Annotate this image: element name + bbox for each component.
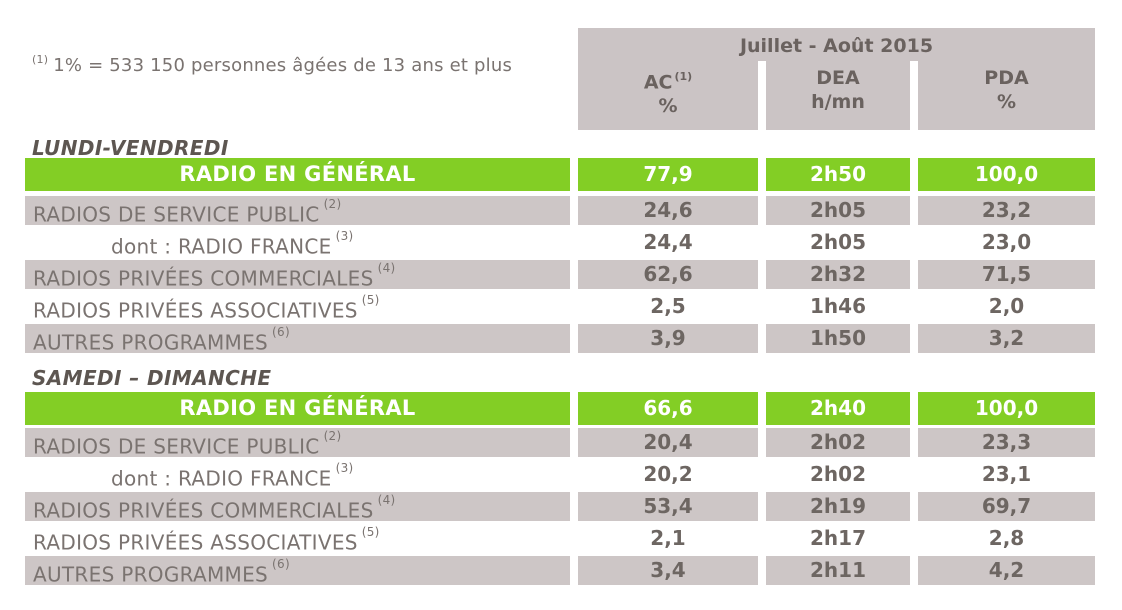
value-ac: 24,4	[643, 230, 693, 254]
row-label: RADIOS PRIVÉES ASSOCIATIVES (5)	[33, 525, 380, 555]
value-ac: 77,9	[578, 158, 758, 191]
row-footnote-marker: (6)	[272, 557, 290, 571]
value-pda: 23,2	[918, 196, 1095, 225]
value-dea: 2h19	[766, 492, 910, 521]
row-footnote-marker: (4)	[377, 261, 396, 275]
value-dea: 2h17	[810, 526, 866, 550]
value-ac: 53,4	[578, 492, 758, 521]
row-label: RADIOS PRIVÉES COMMERCIALES (4)	[25, 492, 570, 523]
table-row-total: RADIO EN GÉNÉRAL 66,6 2h40 100,0	[25, 392, 1095, 425]
value-dea: 1h50	[766, 324, 910, 353]
row-label: AUTRES PROGRAMMES (6)	[25, 556, 570, 587]
value-pda: 23,1	[981, 462, 1032, 486]
column-header-dea: DEA h/mn	[766, 61, 910, 130]
value-pda: 3,2	[918, 324, 1095, 353]
table-row: dont : RADIO FRANCE (3) 20,2 2h02 23,1	[25, 460, 1095, 491]
pda-unit: %	[996, 91, 1017, 113]
row-label: RADIO EN GÉNÉRAL	[25, 158, 570, 191]
row-label: RADIOS DE SERVICE PUBLIC (2)	[25, 428, 570, 459]
table-header: Juillet - Août 2015 AC (1) % DEA h/mn PDA…	[578, 28, 1095, 130]
value-dea: 2h02	[810, 462, 866, 486]
dea-unit: h/mn	[811, 91, 865, 113]
table-row: AUTRES PROGRAMMES (6) 3,9 1h50 3,2	[25, 324, 1095, 355]
footnote-text: 1% = 533 150 personnes âgées de 13 ans e…	[53, 55, 513, 76]
footnote-marker: (1)	[32, 53, 49, 66]
value-ac: 3,9	[578, 324, 758, 353]
table-row: RADIOS DE SERVICE PUBLIC (2) 24,6 2h05 23…	[25, 196, 1095, 227]
row-footnote-marker: (3)	[335, 461, 354, 475]
table-row: RADIOS PRIVÉES ASSOCIATIVES (5) 2,1 2h17 …	[25, 524, 1095, 555]
value-pda: 4,2	[918, 556, 1095, 585]
value-ac: 20,2	[643, 462, 693, 486]
value-pda: 23,0	[981, 230, 1032, 254]
section-title-weekend: SAMEDI – DIMANCHE	[32, 366, 272, 390]
column-divider	[910, 61, 918, 130]
column-header-pda: PDA %	[918, 61, 1095, 130]
table-row: AUTRES PROGRAMMES (6) 3,4 2h11 4,2	[25, 556, 1095, 587]
row-footnote-marker: (2)	[323, 197, 342, 211]
value-dea: 2h11	[766, 556, 910, 585]
value-ac: 62,6	[578, 260, 758, 289]
row-footnote-marker: (3)	[335, 229, 354, 243]
ac-unit: %	[658, 95, 678, 118]
value-dea: 2h02	[766, 428, 910, 457]
value-ac: 66,6	[578, 392, 758, 425]
value-pda: 100,0	[918, 158, 1095, 191]
value-dea: 2h05	[766, 196, 910, 225]
value-ac: 20,4	[578, 428, 758, 457]
table-row: dont : RADIO FRANCE (3) 24,4 2h05 23,0	[25, 228, 1095, 259]
ac-footnote-marker: (1)	[674, 70, 693, 83]
section-title-weekday: LUNDI-VENDREDI	[32, 136, 229, 160]
value-pda: 100,0	[918, 392, 1095, 425]
row-label: RADIOS PRIVÉES COMMERCIALES (4)	[25, 260, 570, 291]
table-row-total: RADIO EN GÉNÉRAL 77,9 2h50 100,0	[25, 158, 1095, 191]
value-dea: 2h40	[766, 392, 910, 425]
value-pda: 2,8	[988, 526, 1025, 550]
table-row: RADIOS PRIVÉES ASSOCIATIVES (5) 2,5 1h46 …	[25, 292, 1095, 323]
value-ac: 24,6	[578, 196, 758, 225]
value-ac: 3,4	[578, 556, 758, 585]
row-label: dont : RADIO FRANCE (3)	[111, 229, 354, 259]
column-divider	[758, 61, 766, 130]
value-ac: 2,1	[650, 526, 686, 550]
row-label: dont : RADIO FRANCE (3)	[111, 461, 354, 491]
value-dea: 1h46	[810, 294, 866, 318]
row-footnote-marker: (6)	[272, 325, 290, 339]
table-row: RADIOS PRIVÉES COMMERCIALES (4) 62,6 2h32…	[25, 260, 1095, 291]
footnote: (1) 1% = 533 150 personnes âgées de 13 an…	[30, 53, 513, 76]
row-label: RADIOS DE SERVICE PUBLIC (2)	[25, 196, 570, 227]
value-dea: 2h05	[810, 230, 866, 254]
value-pda: 69,7	[918, 492, 1095, 521]
column-header-ac: AC (1) %	[578, 61, 758, 130]
value-dea: 2h50	[766, 158, 910, 191]
row-label: RADIOS PRIVÉES ASSOCIATIVES (5)	[33, 293, 380, 323]
row-footnote-marker: (4)	[377, 493, 396, 507]
row-footnote-marker: (5)	[361, 293, 380, 307]
table-row: RADIOS PRIVÉES COMMERCIALES (4) 53,4 2h19…	[25, 492, 1095, 523]
table-row: RADIOS DE SERVICE PUBLIC (2) 20,4 2h02 23…	[25, 428, 1095, 459]
row-footnote-marker: (2)	[323, 429, 342, 443]
value-dea: 2h32	[766, 260, 910, 289]
row-label: AUTRES PROGRAMMES (6)	[25, 324, 570, 355]
value-pda: 71,5	[918, 260, 1095, 289]
period-title: Juillet - Août 2015	[739, 35, 934, 57]
value-pda: 23,3	[918, 428, 1095, 457]
value-pda: 2,0	[988, 294, 1025, 318]
column-headers: AC (1) % DEA h/mn PDA %	[578, 61, 1095, 130]
value-ac: 2,5	[650, 294, 686, 318]
row-footnote-marker: (5)	[361, 525, 380, 539]
row-label: RADIO EN GÉNÉRAL	[25, 392, 570, 425]
